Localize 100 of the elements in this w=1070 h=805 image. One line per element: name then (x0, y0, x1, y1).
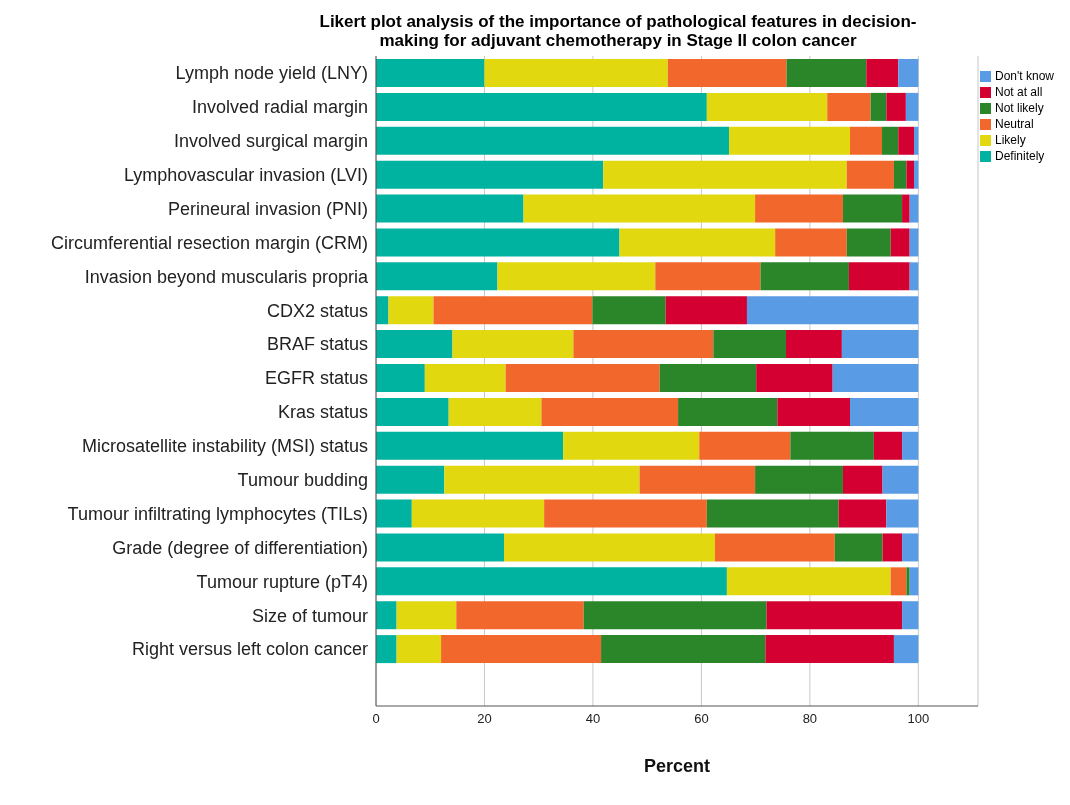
bar (665, 296, 747, 325)
bar (842, 465, 883, 494)
bar (765, 635, 894, 664)
bar (376, 364, 425, 392)
bar (376, 465, 445, 494)
bar (448, 397, 542, 426)
bar (376, 330, 453, 359)
bar (909, 228, 919, 257)
bar (678, 397, 778, 426)
bar (850, 397, 919, 426)
bar (714, 533, 835, 562)
y-tick-label: Involved radial margin (191, 97, 368, 118)
bar (898, 126, 914, 155)
bar (583, 601, 767, 630)
bar (882, 465, 919, 494)
bar (603, 160, 847, 189)
bar (726, 567, 891, 596)
bar (544, 499, 707, 528)
bar (601, 635, 766, 664)
x-axis-title: Percent (643, 756, 711, 776)
legend-label: Likely (995, 133, 1026, 147)
bar (523, 194, 756, 223)
bar (433, 296, 593, 325)
bar (706, 499, 839, 528)
bar (396, 601, 457, 630)
bar (388, 296, 434, 325)
y-tick-label: Involved surgical margin (173, 131, 368, 152)
bar (376, 194, 524, 223)
legend-label: Definitely (995, 149, 1045, 163)
bar (846, 228, 891, 257)
bar (906, 160, 914, 189)
bar (902, 601, 919, 630)
bar (424, 364, 506, 392)
bar (746, 296, 919, 325)
legend-label: Don't know (995, 69, 1054, 83)
x-tick-label: 40 (585, 711, 601, 727)
bar (376, 160, 604, 189)
bar (452, 330, 574, 359)
y-tick-label: Grade (degree of differentiation) (112, 537, 368, 558)
y-tick-label: CDX2 status (266, 300, 368, 321)
bar (790, 431, 874, 460)
bar (592, 296, 666, 325)
bar (873, 431, 903, 460)
bar (396, 635, 442, 664)
bar (376, 635, 397, 664)
x-tick-label: 0 (372, 711, 380, 727)
bar (909, 567, 919, 596)
bar (376, 601, 397, 630)
x-tick-label: 100 (907, 711, 930, 727)
y-tick-label: Right versus left colon cancer (131, 639, 369, 660)
bar (902, 194, 910, 223)
bar (905, 92, 919, 121)
bar (842, 194, 903, 223)
bar (914, 126, 919, 155)
bar (713, 330, 787, 359)
bar (766, 601, 903, 630)
bar (756, 364, 833, 392)
y-tick-label: Invasion beyond muscularis propria (84, 266, 369, 287)
bar (441, 635, 602, 664)
bar (786, 330, 842, 359)
bar (893, 160, 907, 189)
bar (870, 92, 887, 121)
y-tick-label: Lymphovascular invasion (LVI) (123, 165, 368, 185)
bar (505, 364, 660, 392)
bar (376, 431, 564, 460)
bar (456, 601, 584, 630)
bar (376, 228, 620, 257)
bar (573, 330, 714, 359)
bar (909, 194, 919, 223)
bar (775, 228, 847, 257)
x-tick-label: 20 (477, 711, 492, 727)
bar (886, 499, 919, 528)
legend-label: Not at all (995, 85, 1043, 99)
chart-title: Likert plot analysis of the importance of pathological features in decision-making for adjuvant chemotherapy in Stage II colon cancer (318, 12, 918, 50)
bar (890, 567, 907, 596)
bar (898, 59, 919, 87)
bar (906, 567, 910, 596)
bar (827, 92, 871, 121)
bar (893, 635, 919, 664)
bar (376, 262, 498, 291)
x-tick-label: 80 (802, 711, 818, 727)
bar (838, 499, 887, 528)
bar (914, 160, 919, 189)
bar (667, 59, 787, 87)
bar (484, 59, 668, 87)
bar (909, 262, 919, 291)
bar (411, 499, 545, 528)
bar (850, 126, 883, 155)
bar (659, 364, 757, 392)
bar (902, 431, 919, 460)
y-tick-label: Kras status (277, 402, 368, 423)
y-tick-label: Circumferential resection margin (CRM) (50, 232, 368, 253)
y-tick-label: Tumour budding (237, 470, 368, 490)
bar (786, 59, 867, 87)
bar (755, 194, 843, 223)
bar (376, 92, 707, 121)
x-tick-label: 60 (694, 711, 709, 727)
bar (834, 533, 883, 562)
legend-label: Neutral (995, 117, 1034, 131)
bar (655, 262, 761, 291)
